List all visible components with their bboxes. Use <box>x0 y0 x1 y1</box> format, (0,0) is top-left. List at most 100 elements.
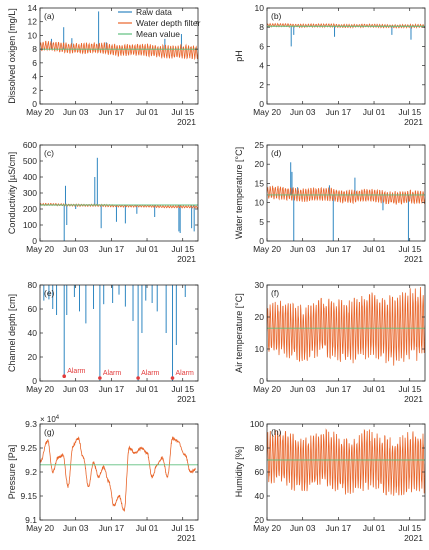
alarm-marker-3 <box>170 376 175 380</box>
filter-line <box>267 428 425 496</box>
y-axis-label: Dissolved oxigen [mg/L] <box>7 8 17 104</box>
x-tick-label-1: Jun 03 <box>63 244 89 254</box>
legend-label-2: Mean value <box>136 29 180 39</box>
panel-tag: (a) <box>44 11 55 21</box>
plot-area <box>40 157 198 241</box>
y-tick-label-2: 9.2 <box>25 467 37 477</box>
x-tick-label-1: Jun 03 <box>63 523 89 533</box>
filter-line <box>40 202 198 209</box>
y-tick-label-4: 20 <box>255 159 265 169</box>
y-tick-label-0: 0 <box>32 99 37 109</box>
panel-f: 0 10 20 30 May 20 Jun 03 Jun 17 Jul 01 Jul 15202… <box>234 280 426 404</box>
y-tick-label-0: 20 <box>255 515 265 525</box>
y-axis-label: pH <box>234 50 244 62</box>
y-tick-label-0: 0 <box>32 376 37 386</box>
y-axis-label: Water temperature [°C] <box>234 147 244 239</box>
x-tick-label-4: Jul 15 <box>171 244 194 254</box>
y-axis-label: Conductivity [µS/cm] <box>7 152 17 234</box>
axes-box <box>39 7 199 105</box>
y-tick-label-3: 80 <box>255 443 265 453</box>
y-tick-label-3: 9.25 <box>20 443 37 453</box>
panel-h: 20 40 60 80 100 May 20 Jun 03 Jun 17 Jul 01 Jul 1… <box>234 419 426 543</box>
plot-area <box>40 11 198 61</box>
y-tick-label-1: 2 <box>32 85 37 95</box>
filter-line <box>40 436 196 512</box>
panel-tag: (h) <box>271 427 282 437</box>
multiplier-base: × 10 <box>40 415 56 424</box>
x-tick-label-1: Jun 03 <box>290 244 316 254</box>
multiplier-exponent: 4 <box>56 415 60 421</box>
legend-label-0: Raw data <box>136 7 172 17</box>
x-tick-label-2: Jun 17 <box>99 523 125 533</box>
axes-box <box>39 284 199 382</box>
x-year-label: 2021 <box>177 254 196 264</box>
y-tick-label-3: 60 <box>28 304 38 314</box>
panel-tag: (g) <box>44 427 55 437</box>
y-tick-label-3: 15 <box>255 178 265 188</box>
y-tick-label-0: 0 <box>32 236 37 246</box>
y-tick-label-1: 9.15 <box>20 491 37 501</box>
y-tick-label-4: 400 <box>23 172 37 182</box>
x-tick-label-4: Jul 15 <box>171 384 194 394</box>
x-tick-label-0: May 20 <box>253 244 281 254</box>
plot-area <box>267 162 425 241</box>
y-axis-label: Pressure [Pa] <box>7 445 17 500</box>
filter-line <box>267 185 425 205</box>
x-tick-label-1: Jun 03 <box>290 523 316 533</box>
panel-tag: (d) <box>271 148 282 158</box>
plot-area <box>267 428 425 496</box>
y-tick-label-2: 4 <box>32 72 37 82</box>
y-tick-label-3: 300 <box>23 188 37 198</box>
panel-c: 0 100 200 300 400 500 600 May 20 Jun 03 Jun 17 Jul… <box>7 140 199 264</box>
axes-box <box>266 284 426 382</box>
x-tick-label-2: Jun 17 <box>99 107 125 117</box>
x-tick-label-1: Jun 03 <box>63 384 89 394</box>
y-tick-label-4: 9.3 <box>25 419 37 429</box>
x-tick-label-2: Jun 17 <box>326 244 352 254</box>
y-tick-label-3: 6 <box>259 41 264 51</box>
y-tick-label-2: 40 <box>28 328 38 338</box>
y-tick-label-4: 100 <box>250 419 264 429</box>
y-tick-label-2: 200 <box>23 204 37 214</box>
y-tick-label-4: 8 <box>32 44 37 54</box>
y-tick-label-1: 5 <box>259 217 264 227</box>
x-tick-label-3: Jul 01 <box>363 107 386 117</box>
y-tick-label-1: 40 <box>255 491 265 501</box>
y-tick-label-0: 9.1 <box>25 515 37 525</box>
filter-line <box>40 40 198 61</box>
x-year-label: 2021 <box>404 533 423 543</box>
alarm-marker-2 <box>136 376 140 380</box>
y-tick-label-0: 0 <box>259 99 264 109</box>
x-year-label: 2021 <box>177 394 196 404</box>
y-tick-label-1: 100 <box>23 220 37 230</box>
alarm-label-2: Alarm <box>141 370 159 377</box>
alarm-label-1: Alarm <box>103 370 121 377</box>
x-tick-label-1: Jun 03 <box>290 107 316 117</box>
y-tick-label-6: 12 <box>28 17 38 27</box>
plot-area <box>267 22 425 47</box>
x-tick-label-4: Jul 15 <box>398 107 421 117</box>
panel-e: Alarm Alarm Alarm Alarm 0 20 40 60 80 May 20 Jun 0… <box>7 280 199 404</box>
panel-tag: (b) <box>271 11 282 21</box>
y-axis-label: Air temperature [°C] <box>234 293 244 373</box>
plot-area <box>40 436 198 512</box>
panel-g: 9.1 9.15 9.2 9.25 9.3 May 20 Jun 03 Jun 17 Jul 0… <box>7 415 199 543</box>
x-tick-label-0: May 20 <box>253 107 281 117</box>
panel-tag: (f) <box>271 288 279 298</box>
panel-d: 0 5 10 15 20 25 May 20 Jun 03 Jun 17 Jul 01 Jul 15… <box>234 140 426 264</box>
y-tick-label-5: 10 <box>255 3 265 13</box>
x-tick-label-2: Jun 17 <box>326 107 352 117</box>
y-tick-label-4: 80 <box>28 280 38 290</box>
x-year-label: 2021 <box>404 117 423 127</box>
x-tick-label-2: Jun 17 <box>99 384 125 394</box>
x-tick-label-4: Jul 15 <box>398 244 421 254</box>
alarm-marker-1 <box>98 376 102 380</box>
y-tick-label-4: 8 <box>259 22 264 32</box>
y-multiplier: × 104 <box>40 415 60 424</box>
alarm-label-3: Alarm <box>176 370 194 377</box>
x-tick-label-4: Jul 15 <box>171 107 194 117</box>
x-tick-label-3: Jul 01 <box>136 384 159 394</box>
x-tick-label-4: Jul 15 <box>398 523 421 533</box>
alarm-marker-0 <box>62 374 67 379</box>
